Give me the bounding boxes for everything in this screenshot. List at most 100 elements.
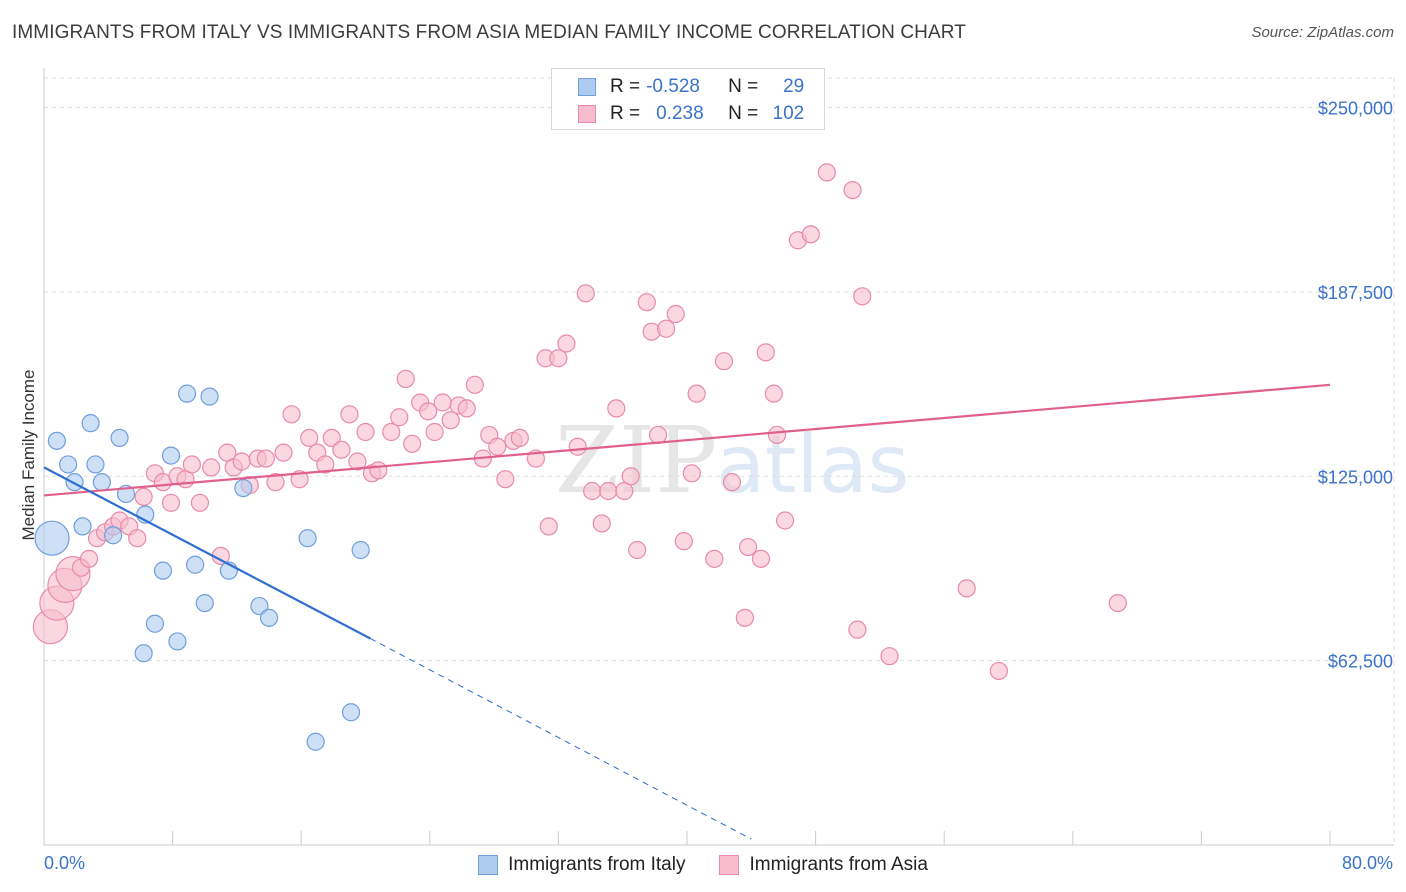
data-point	[161, 493, 181, 512]
data-point	[161, 446, 181, 465]
data-point	[153, 561, 173, 580]
data-point	[92, 473, 111, 492]
data-point	[382, 422, 401, 442]
series-asia-points	[32, 163, 1127, 681]
data-point	[628, 540, 647, 560]
source-label: Source: ZipAtlas.com	[1251, 24, 1394, 41]
data-point	[356, 422, 375, 442]
series-italy-points	[34, 384, 370, 751]
legend-n-label: N =	[728, 76, 759, 97]
series-legend: Immigrants from Italy Immigrants from As…	[0, 852, 1406, 878]
data-point	[202, 458, 221, 477]
watermark: ZIP atlas	[555, 407, 909, 514]
legend-swatch-asia	[578, 105, 596, 123]
data-point	[250, 596, 269, 616]
data-point	[714, 352, 734, 371]
trend-line-asia	[43, 383, 1331, 497]
x-tick-labels: 0.0% 80.0%	[44, 853, 1393, 873]
legend-n-value: 102	[772, 103, 805, 124]
data-point	[648, 425, 668, 445]
legend-swatch-asia	[719, 855, 740, 875]
y-tick-label: $250,000	[1318, 99, 1393, 119]
data-point	[751, 549, 771, 568]
data-point	[274, 443, 293, 462]
data-point	[65, 473, 84, 492]
data-point	[195, 593, 214, 613]
data-point	[110, 428, 129, 447]
legend-item-asia[interactable]: Immigrants from Asia	[719, 854, 928, 876]
y-axis-label: Median Family Income	[19, 369, 38, 540]
data-point	[722, 473, 742, 492]
data-point	[403, 434, 422, 453]
data-point	[801, 225, 820, 244]
data-point	[425, 422, 444, 442]
trend-line-italy-extension	[370, 638, 752, 840]
legend-r-value: -0.528	[646, 76, 700, 97]
data-point	[332, 440, 351, 459]
data-point	[86, 455, 105, 474]
data-point	[259, 608, 279, 627]
data-point	[989, 661, 1008, 681]
data-point	[177, 384, 197, 403]
data-point	[465, 375, 484, 394]
legend-r-label: R =	[610, 76, 641, 97]
data-point	[104, 526, 123, 545]
data-point	[316, 455, 335, 474]
watermark-zip: ZIP	[555, 407, 717, 514]
legend-n-label: N =	[728, 103, 759, 124]
axes	[43, 68, 1394, 846]
x-tick-label: 0.0%	[44, 853, 85, 873]
legend-item-italy[interactable]: Immigrants from Italy	[478, 854, 685, 876]
legend-swatch-italy	[578, 78, 596, 96]
data-point	[34, 520, 70, 556]
correlation-legend: R = -0.528 N = 29 R = 0.238 N = 102	[551, 68, 825, 130]
data-point	[705, 549, 724, 568]
legend-n-value: 29	[783, 76, 805, 97]
data-point	[396, 369, 415, 388]
data-point	[79, 549, 99, 568]
legend-label-italy: Immigrants from Italy	[508, 854, 686, 875]
data-point	[817, 163, 836, 182]
data-point	[682, 464, 701, 483]
data-point	[568, 437, 587, 456]
data-point	[348, 452, 367, 471]
data-point	[756, 343, 775, 362]
data-point	[73, 517, 92, 536]
data-point	[637, 293, 656, 312]
data-point	[351, 540, 370, 560]
data-point	[557, 334, 576, 353]
data-point	[880, 647, 899, 666]
trend-lines	[43, 383, 1331, 840]
data-point	[735, 608, 754, 627]
data-point	[306, 732, 325, 751]
chart-title: IMMIGRANTS FROM ITALY VS IMMIGRANTS FROM…	[12, 22, 966, 43]
data-point	[775, 511, 795, 530]
data-point	[340, 405, 359, 424]
data-point	[369, 461, 388, 480]
y-tick-label: $62,500	[1328, 652, 1393, 672]
x-tick-label: 80.0%	[1342, 853, 1393, 873]
data-point	[539, 517, 558, 536]
data-point	[848, 620, 867, 639]
data-point	[666, 304, 685, 324]
data-point	[134, 487, 153, 506]
legend-swatch-italy	[478, 855, 499, 875]
data-point	[341, 703, 361, 722]
y-tick-label: $125,000	[1318, 467, 1393, 487]
data-point	[607, 399, 626, 418]
data-point	[767, 425, 787, 445]
data-point	[419, 402, 438, 421]
data-point	[674, 532, 693, 551]
data-point	[322, 428, 341, 447]
data-point	[232, 452, 251, 471]
data-point	[290, 470, 309, 489]
legend-row-italy: R = -0.528 N = 29	[578, 74, 804, 100]
legend-r-value: 0.238	[656, 103, 704, 124]
data-point	[134, 644, 153, 663]
data-point	[599, 481, 618, 501]
legend-r-label: R =	[610, 103, 641, 124]
data-point	[576, 284, 595, 303]
data-point	[200, 387, 219, 406]
data-point	[738, 537, 758, 557]
